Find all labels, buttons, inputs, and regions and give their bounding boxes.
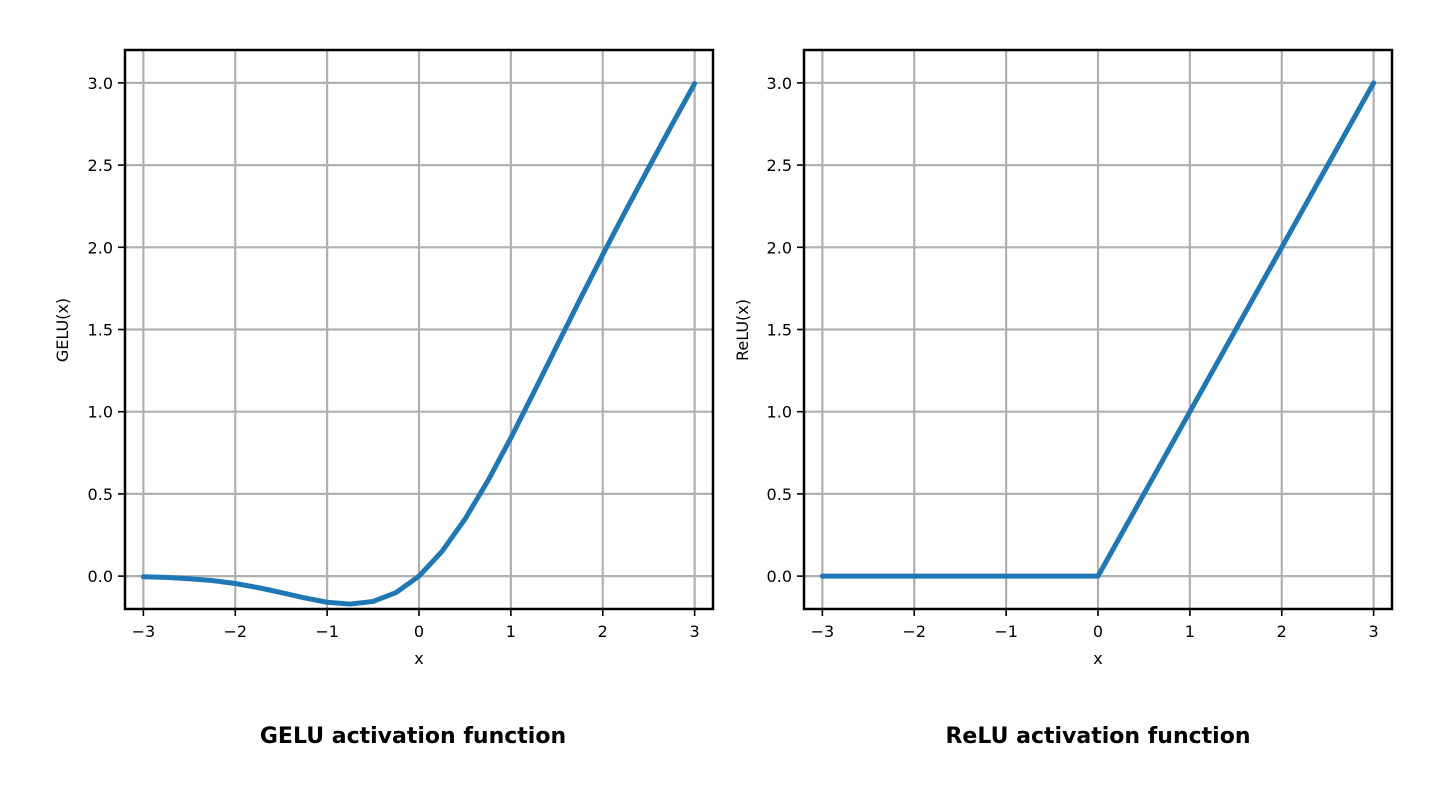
gelu-y-tick-label: 0.0 bbox=[88, 567, 113, 586]
gelu-x-tick-label: −1 bbox=[315, 622, 339, 641]
gelu-y-axis-label: GELU(x) bbox=[53, 298, 72, 362]
relu-x-tick-label: −2 bbox=[902, 622, 926, 641]
gelu-x-tick-label: 0 bbox=[414, 622, 424, 641]
relu-y-tick-label: 1.0 bbox=[767, 403, 792, 422]
gelu-x-axis-label: x bbox=[414, 649, 423, 668]
gelu-x-tick-label: 3 bbox=[690, 622, 700, 641]
relu-x-ticks: −3 −2 −1 0 1 2 3 bbox=[811, 609, 1379, 641]
relu-y-tick-label: 2.0 bbox=[767, 238, 792, 257]
gelu-y-tick-label: 1.5 bbox=[88, 321, 113, 340]
relu-x-tick-label: 1 bbox=[1185, 622, 1195, 641]
relu-y-tick-label: 3.0 bbox=[767, 74, 792, 93]
gelu-x-ticks: −3 −2 −1 0 1 2 3 bbox=[132, 609, 700, 641]
gelu-caption: GELU activation function bbox=[260, 724, 566, 749]
gelu-y-tick-label: 1.0 bbox=[88, 403, 113, 422]
relu-plot-area bbox=[819, 80, 1377, 579]
relu-y-tick-label: 2.5 bbox=[767, 156, 792, 175]
relu-x-tick-label: −3 bbox=[811, 622, 835, 641]
gelu-series-line bbox=[140, 81, 698, 607]
gelu-x-tick-label: −3 bbox=[132, 622, 156, 641]
relu-x-axis-label: x bbox=[1093, 649, 1102, 668]
gelu-y-tick-label: 3.0 bbox=[88, 74, 113, 93]
gelu-x-tick-label: 2 bbox=[598, 622, 608, 641]
gelu-x-tick-label: 1 bbox=[506, 622, 516, 641]
relu-y-tick-label: 0.0 bbox=[767, 567, 792, 586]
relu-x-tick-label: 3 bbox=[1369, 622, 1379, 641]
gelu-grid bbox=[125, 50, 713, 609]
relu-x-tick-label: 0 bbox=[1093, 622, 1103, 641]
gelu-plot-area bbox=[140, 81, 698, 607]
gelu-y-tick-label: 2.0 bbox=[88, 238, 113, 257]
relu-y-tick-label: 1.5 bbox=[767, 321, 792, 340]
relu-y-tick-label: 0.5 bbox=[767, 485, 792, 504]
gelu-x-tick-label: −2 bbox=[223, 622, 247, 641]
relu-y-ticks: 0.0 0.5 1.0 1.5 2.0 2.5 3.0 bbox=[767, 74, 804, 586]
relu-caption: ReLU activation function bbox=[945, 724, 1250, 749]
gelu-y-tick-label: 0.5 bbox=[88, 485, 113, 504]
relu-chart-panel: −3 −2 −1 0 1 2 3 0.0 0.5 1.0 1.5 2.0 2.5 3.0 x ReLU(… bbox=[733, 48, 1394, 749]
relu-x-tick-label: −1 bbox=[994, 622, 1018, 641]
gelu-y-ticks: 0.0 0.5 1.0 1.5 2.0 2.5 3.0 bbox=[88, 74, 125, 586]
gelu-chart-panel: −3 −2 −1 0 1 2 3 0.0 0.5 1.0 1.5 2.0 2.5 3.0 x GELU(… bbox=[53, 48, 715, 749]
relu-x-tick-label: 2 bbox=[1277, 622, 1287, 641]
relu-y-axis-label: ReLU(x) bbox=[733, 299, 752, 361]
relu-series-line bbox=[819, 80, 1377, 579]
gelu-y-tick-label: 2.5 bbox=[88, 156, 113, 175]
